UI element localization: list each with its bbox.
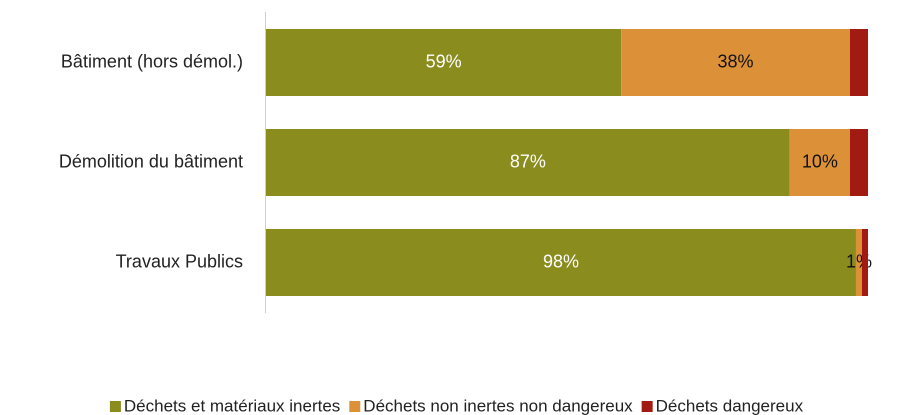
data-label: 38%: [718, 51, 754, 71]
bar-segment: [266, 29, 622, 96]
legend-label: Déchets et matériaux inertes: [124, 396, 340, 415]
legend-label: Déchets non inertes non dangereux: [363, 396, 633, 415]
legend-label: Déchets dangereux: [656, 396, 804, 415]
data-label: 10%: [802, 151, 838, 171]
data-label: 87%: [510, 151, 546, 171]
bar-segment: [855, 229, 862, 296]
legend: Déchets et matériaux inertes Déchets non …: [109, 396, 804, 415]
bar-segment: [789, 129, 850, 196]
data-label: 59%: [426, 51, 462, 71]
legend-swatch: [349, 401, 361, 412]
bar-segment: [621, 29, 850, 96]
bar-segment: [266, 229, 856, 296]
bar-segment: [266, 129, 790, 196]
legend-swatch: [641, 401, 653, 412]
bar-segment: [849, 129, 868, 196]
y-tick-label: Bâtiment (hors démol.): [61, 51, 243, 71]
y-tick-label: Démolition du bâtiment: [59, 151, 243, 171]
data-label: 1%: [846, 251, 872, 271]
bar-segment: [849, 29, 868, 96]
y-tick-label: Travaux Publics: [116, 251, 243, 271]
bar-segment: [861, 229, 868, 296]
data-label: 98%: [543, 251, 579, 271]
legend-swatch: [109, 401, 121, 412]
